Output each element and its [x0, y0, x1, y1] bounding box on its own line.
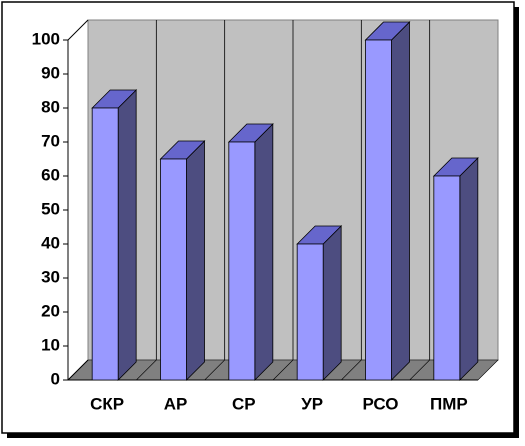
bar-side	[391, 21, 410, 381]
bar-front	[296, 243, 324, 381]
bar-side	[186, 140, 205, 381]
floor-divider	[136, 359, 157, 381]
y-tick-label: 90	[41, 63, 60, 82]
y-tick-label: 70	[41, 131, 60, 150]
x-tick-label: РСО	[363, 394, 399, 413]
floor-divider	[409, 359, 430, 381]
floor-divider	[204, 359, 225, 381]
x-tick-label: СР	[232, 394, 256, 413]
y-tick-label: 0	[51, 369, 60, 388]
floor-divider	[272, 359, 294, 381]
bar	[296, 225, 343, 381]
bar-side	[254, 123, 274, 381]
bar	[227, 123, 274, 381]
y-tick-label: 40	[41, 233, 60, 252]
bar-front	[91, 107, 119, 381]
wall-edge	[67, 19, 89, 41]
bar-front	[365, 39, 392, 381]
x-tick-label: УР	[301, 394, 323, 413]
bar	[364, 21, 411, 381]
y-tick-label: 100	[32, 29, 60, 48]
y-tick-label: 10	[41, 335, 60, 354]
y-tick-label: 60	[41, 165, 60, 184]
x-tick-label: ПМР	[430, 394, 468, 413]
y-tick-label: 20	[41, 301, 60, 320]
bar-front	[160, 158, 187, 381]
bar	[432, 157, 479, 381]
y-tick-label: 80	[41, 97, 60, 116]
bar-side	[322, 225, 342, 381]
bar-side	[459, 157, 479, 381]
bar-front	[433, 175, 461, 381]
y-tick-label: 30	[41, 267, 60, 286]
bar-front	[228, 141, 256, 381]
y-tick-label: 50	[41, 199, 60, 218]
x-tick-label: АР	[164, 394, 188, 413]
x-tick-label: СКР	[90, 394, 124, 413]
bar-side	[117, 89, 137, 381]
bar	[91, 89, 138, 381]
wall-edge	[67, 359, 89, 381]
floor-divider	[341, 359, 362, 381]
plot-area: 0 10 20 30 40 50 60 70 80 90 100 СКР АР СР УР РСО ПМР	[32, 19, 499, 413]
bar	[159, 140, 206, 381]
